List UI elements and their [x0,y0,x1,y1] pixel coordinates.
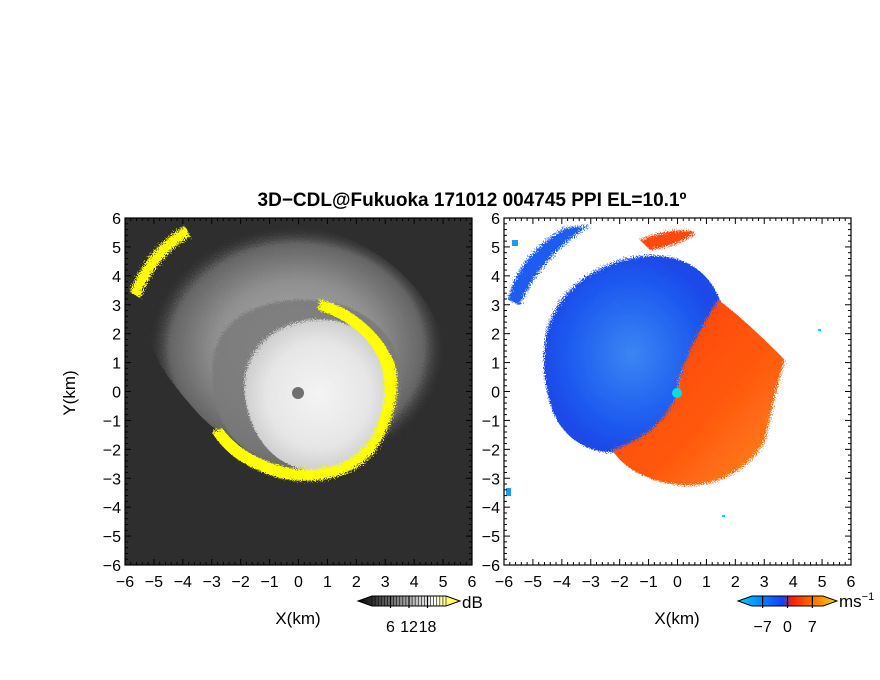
velocity-xtick-label: −3 [582,574,600,591]
velocity-red-streak-n [640,230,695,250]
velocity-xtick-label: −5 [524,574,542,591]
reflectivity-ytick-label: 3 [112,298,121,315]
reflectivity-yellow-arc-nw [130,226,190,298]
velocity-colorbar-tick-label: −7 [754,619,772,636]
velocity-colorbar-tick-label: 7 [808,619,817,636]
reflectivity-ytick-label: 6 [112,211,121,228]
figure-title: 3D−CDL@Fukuoka 171012 004745 PPI EL=10.1… [258,190,687,211]
reflectivity-colorbar-tick-label: 18 [419,619,437,636]
velocity-speckle-2 [722,515,725,517]
velocity-ytick-label: 0 [491,385,500,402]
reflectivity-colorbar-unit: dB [462,593,483,612]
reflectivity-ytick-label: 2 [112,327,121,344]
velocity-xtick-label: 1 [702,574,711,591]
reflectivity-xtick-label: 1 [323,574,332,591]
velocity-blue-region [543,255,720,453]
reflectivity-ytick-label: 1 [112,356,121,373]
velocity-xlabel: X(km) [654,609,699,628]
velocity-xtick-label: 3 [760,574,769,591]
velocity-ytick-label: 4 [491,269,500,286]
velocity-ytick-label: −3 [482,471,500,488]
velocity-center-marker [672,388,682,398]
velocity-xtick-label: −6 [495,574,513,591]
reflectivity-colorbar: 6 12 18 dB [356,593,483,636]
reflectivity-xtick-label: 5 [439,574,448,591]
velocity-ytick-label: −5 [482,529,500,546]
velocity-colorbar-unit: ms−1 [839,591,874,611]
reflectivity-xtick-label: 3 [381,574,390,591]
velocity-xtick-label: −4 [553,574,571,591]
reflectivity-ytick-label: −1 [103,413,121,430]
velocity-xtick-label: 5 [818,574,827,591]
reflectivity-xtick-label: 6 [468,574,477,591]
velocity-speckle-3 [506,488,511,496]
velocity-ytick-label: 2 [491,327,500,344]
reflectivity-bright-core [244,319,393,471]
velocity-panel: −6 −5 −4 −3 −2 −1 0 1 2 3 4 5 6 −6 −5 −4 −3 −2 −1 0 1 2 3 4 5 6 X… [482,211,856,628]
velocity-ytick-label: 1 [491,356,500,373]
reflectivity-colorbar-tick-label: 12 [400,619,418,636]
velocity-speckle-1 [818,329,821,331]
velocity-xtick-label: −2 [611,574,629,591]
reflectivity-ytick-label: −3 [103,471,121,488]
reflectivity-xtick-label: −2 [232,574,250,591]
velocity-red-region [612,300,785,486]
reflectivity-xlabel: X(km) [275,609,320,628]
velocity-xtick-label: 6 [847,574,856,591]
velocity-ytick-label: 6 [491,211,500,228]
velocity-colorbar-unit-base: ms [839,592,862,611]
reflectivity-colorbar-tick-label: 6 [386,619,395,636]
velocity-xtick-label: −1 [639,574,657,591]
velocity-ytick-label: −1 [482,413,500,430]
reflectivity-xtick-label: −1 [260,574,278,591]
reflectivity-ylabel: Y(km) [60,370,79,415]
velocity-ytick-label: −2 [482,442,500,459]
reflectivity-ytick-label: −2 [103,442,121,459]
reflectivity-center-marker [292,387,304,399]
velocity-ytick-label: −4 [482,500,500,517]
reflectivity-xtick-label: 4 [410,574,419,591]
reflectivity-xtick-label: −3 [203,574,221,591]
reflectivity-ytick-label: 0 [112,385,121,402]
reflectivity-axes: −6 −5 −4 −3 −2 −1 0 1 2 3 4 5 6 −6 −5 −4 −3 −2 −1 0 1 2 3 4 5 6 [103,211,477,591]
velocity-colorbar-tick-label: 0 [783,619,792,636]
reflectivity-ytick-label: 4 [112,269,121,286]
reflectivity-xtick-label: 0 [294,574,303,591]
velocity-speckle-4 [512,240,518,246]
reflectivity-ytick-label: −4 [103,500,121,517]
reflectivity-ytick-label: −5 [103,529,121,546]
velocity-ytick-label: 5 [491,240,500,257]
reflectivity-colorbar-ticks: 6 12 18 [371,596,447,636]
velocity-xtick-label: 0 [673,574,682,591]
reflectivity-xtick-label: −5 [145,574,163,591]
velocity-colorbar-unit-exponent: −1 [862,591,875,603]
reflectivity-xtick-label: −6 [116,574,134,591]
velocity-xtick-label: 4 [789,574,798,591]
velocity-colorbar-ticks: −7 0 7 [754,596,817,636]
velocity-ytick-label: 3 [491,298,500,315]
reflectivity-xtick-label: 2 [352,574,361,591]
reflectivity-ytick-label: −6 [103,558,121,575]
velocity-ytick-label: −6 [482,558,500,575]
velocity-colorbar: −7 0 7 ms−1 [736,591,874,636]
reflectivity-xtick-label: −4 [174,574,192,591]
reflectivity-ytick-label: 5 [112,240,121,257]
reflectivity-panel: −6 −5 −4 −3 −2 −1 0 1 2 3 4 5 6 −6 −5 −4 −3 −2 −1 0 1 2 3 4 5 6 X… [60,211,477,628]
velocity-axes: −6 −5 −4 −3 −2 −1 0 1 2 3 4 5 6 −6 −5 −4 −3 −2 −1 0 1 2 3 4 5 6 [482,211,856,591]
velocity-xtick-label: 2 [731,574,740,591]
velocity-blue-streak-nw [508,225,590,305]
